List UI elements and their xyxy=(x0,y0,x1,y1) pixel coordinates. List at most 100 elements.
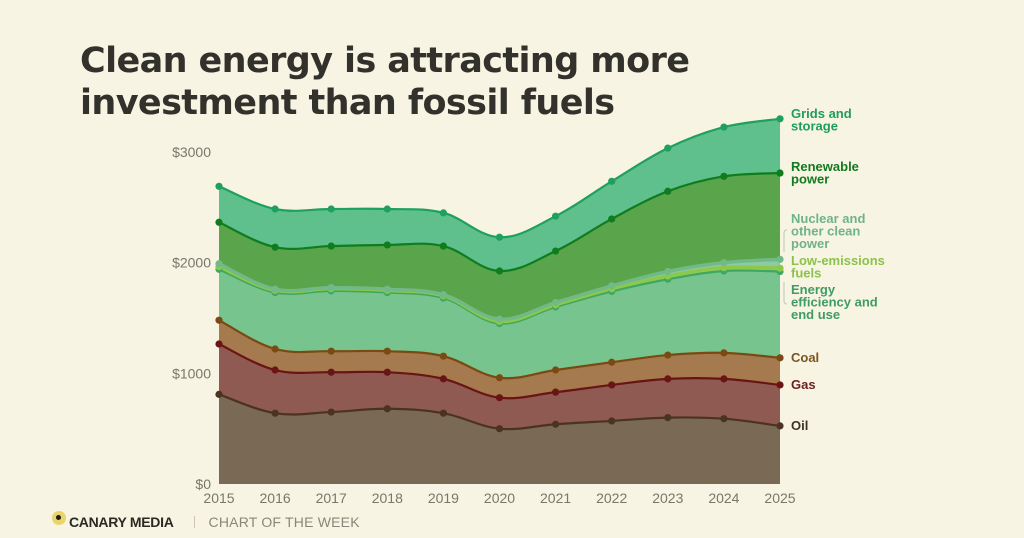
series-label-line: Renewable xyxy=(791,159,859,174)
point-nuclear-and-other-clean-power-2025 xyxy=(776,255,784,263)
x-tick-label: 2024 xyxy=(708,490,739,506)
point-nuclear-and-other-clean-power-2022 xyxy=(608,282,616,290)
point-oil-2016 xyxy=(271,409,279,417)
point-grids-and-storage-2017 xyxy=(327,205,335,213)
series-label-line: Nuclear and xyxy=(791,211,865,226)
point-renewable-power-2021 xyxy=(552,247,560,255)
point-grids-and-storage-2019 xyxy=(439,209,447,217)
point-grids-and-storage-2022 xyxy=(608,177,616,185)
series-label-line: other clean xyxy=(791,224,860,239)
series-label-line: Coal xyxy=(791,350,819,365)
x-tick-label: 2022 xyxy=(596,490,627,506)
point-oil-2015 xyxy=(215,390,223,398)
point-gas-2021 xyxy=(552,388,560,396)
series-label-line: Oil xyxy=(791,418,808,433)
x-tick-label: 2016 xyxy=(260,490,291,506)
point-oil-2025 xyxy=(776,422,784,430)
point-gas-2022 xyxy=(608,381,616,389)
series-label-line: Gas xyxy=(791,377,816,392)
point-oil-2021 xyxy=(552,420,560,428)
point-gas-2016 xyxy=(271,366,279,374)
point-oil-2019 xyxy=(439,409,447,417)
point-grids-and-storage-2021 xyxy=(552,212,560,220)
footer-tagline: CHART OF THE WEEK xyxy=(208,514,360,530)
chart-title-line-2: investment than fossil fuels xyxy=(80,83,615,123)
point-grids-and-storage-2015 xyxy=(215,182,223,190)
point-grids-and-storage-2024 xyxy=(720,123,728,131)
point-renewable-power-2017 xyxy=(327,242,335,250)
point-oil-2022 xyxy=(608,417,616,425)
x-tick-label: 2025 xyxy=(764,490,795,506)
point-coal-2021 xyxy=(552,366,560,374)
series-label-line: Low-emissions xyxy=(791,253,885,268)
point-coal-2025 xyxy=(776,354,784,362)
series-label-line: power xyxy=(791,172,829,187)
x-tick-label: 2015 xyxy=(203,490,234,506)
point-nuclear-and-other-clean-power-2021 xyxy=(552,298,560,307)
series-label-energy-efficiency-and-end-use: Energy efficiency and end use xyxy=(791,282,878,322)
label-brackets xyxy=(783,229,788,305)
point-low-emissions-fuels-2024 xyxy=(720,264,728,272)
point-oil-2023 xyxy=(664,414,672,422)
point-coal-2016 xyxy=(271,345,279,353)
point-gas-2017 xyxy=(327,368,335,376)
point-oil-2024 xyxy=(720,415,728,423)
point-nuclear-and-other-clean-power-2017 xyxy=(327,283,335,292)
point-grids-and-storage-2025 xyxy=(776,115,784,123)
point-renewable-power-2024 xyxy=(720,172,728,180)
series-label-grids-and-storage: Grids and storage xyxy=(791,106,852,134)
point-nuclear-and-other-clean-power-2016 xyxy=(271,285,279,293)
point-gas-2024 xyxy=(720,375,728,383)
series-label-line: Energy xyxy=(791,282,836,297)
footer: CANARY MEDIA CHART OF THE WEEK xyxy=(52,511,360,532)
point-gas-2025 xyxy=(776,381,784,389)
point-nuclear-and-other-clean-power-2024 xyxy=(720,259,728,267)
x-tick-label: 2020 xyxy=(484,490,515,506)
point-nuclear-and-other-clean-power-2019 xyxy=(439,291,447,299)
point-oil-2020 xyxy=(495,425,504,433)
point-grids-and-storage-2020 xyxy=(495,233,504,241)
point-oil-2018 xyxy=(383,405,391,413)
area-gas xyxy=(219,344,780,430)
point-grids-and-storage-2023 xyxy=(664,144,672,152)
point-nuclear-and-other-clean-power-2023 xyxy=(664,267,672,276)
point-coal-2022 xyxy=(608,358,616,366)
series-label-line: Grids and xyxy=(791,106,852,121)
y-tick-label: $0 xyxy=(195,476,211,492)
point-grids-and-storage-2018 xyxy=(383,205,391,213)
y-tick-label: $3000 xyxy=(172,144,211,160)
chart-title-line-1: Clean energy is attracting more xyxy=(80,41,690,81)
point-gas-2018 xyxy=(383,368,391,376)
point-nuclear-and-other-clean-power-2018 xyxy=(383,285,391,293)
point-renewable-power-2025 xyxy=(776,169,784,177)
series-label-line: end use xyxy=(791,307,840,322)
point-renewable-power-2015 xyxy=(215,218,223,226)
x-tick-label: 2019 xyxy=(428,490,459,506)
x-tick-label: 2018 xyxy=(372,490,403,506)
area-grids-and-storage xyxy=(219,118,780,272)
footer-divider xyxy=(193,516,195,528)
point-coal-2024 xyxy=(720,349,728,357)
series-label-oil: Oil xyxy=(791,418,808,433)
point-nuclear-and-other-clean-power-2015 xyxy=(215,260,223,268)
series-label-coal: Coal xyxy=(791,350,819,365)
data-points xyxy=(215,115,784,433)
nuclear-label-bracket xyxy=(783,229,788,252)
point-renewable-power-2023 xyxy=(664,187,672,195)
point-renewable-power-2016 xyxy=(271,243,279,251)
point-renewable-power-2022 xyxy=(608,215,616,223)
y-tick-label: $1000 xyxy=(172,365,211,381)
series-label-line: power xyxy=(791,236,829,251)
point-low-emissions-fuels-2025 xyxy=(776,264,784,272)
point-coal-2019 xyxy=(439,352,447,360)
point-oil-2017 xyxy=(327,408,335,416)
point-coal-2018 xyxy=(383,347,391,355)
area-renewable-power xyxy=(219,173,780,320)
area-coal xyxy=(219,320,780,399)
x-tick-label: 2023 xyxy=(652,490,683,506)
series-label-low-emissions-fuels: Low-emissions fuels xyxy=(791,253,885,281)
canary-dot-icon xyxy=(52,511,66,525)
point-coal-2017 xyxy=(327,347,335,355)
point-gas-2020 xyxy=(495,394,504,402)
